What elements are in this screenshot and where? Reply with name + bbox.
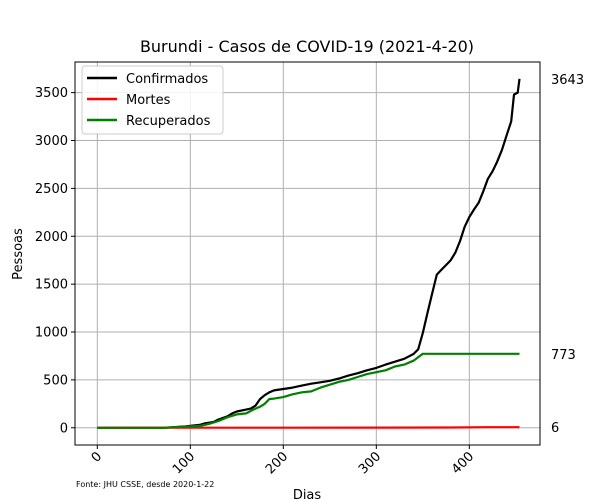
chart-title: Burundi - Casos de COVID-19 (2021-4-20) (140, 37, 474, 56)
y-ticks: 0 500 1000 1500 2000 2500 3000 3500 (35, 86, 75, 436)
y-tick-label: 1500 (35, 278, 68, 293)
y-tick-label: 3500 (35, 86, 68, 101)
x-tick-label: 100 (170, 449, 198, 477)
x-tick-label: 400 (449, 449, 477, 477)
end-label-mortes: 6 (551, 421, 559, 436)
end-label-confirmados: 3643 (551, 73, 584, 88)
y-tick-label: 2000 (35, 230, 68, 245)
legend-box (81, 65, 224, 135)
series-lines (97, 78, 521, 429)
y-tick-label: 0 (60, 421, 68, 436)
x-tick-label: 300 (356, 449, 384, 477)
x-axis-label: Dias (293, 488, 322, 500)
x-tick-label: 200 (263, 449, 291, 477)
legend: Confirmados Mortes Recuperados (81, 65, 224, 135)
y-tick-label: 3000 (35, 134, 68, 149)
end-value-labels: 3643 6 773 (551, 73, 584, 436)
x-tick-label: 0 (89, 449, 105, 465)
legend-label-mortes: Mortes (126, 93, 171, 108)
plot-frame (74, 61, 541, 446)
series-line-mortes (97, 426, 520, 429)
end-label-recuperados: 773 (551, 348, 576, 363)
y-axis-label: Pessoas (11, 228, 26, 280)
legend-label-confirmados: Confirmados (126, 72, 208, 87)
y-tick-label: 500 (43, 373, 68, 388)
series-line-recuperados (97, 352, 520, 429)
x-ticks: 0 100 200 300 400 (89, 445, 477, 477)
source-note: Fonte: JHU CSSE, desde 2020-1-22 (76, 480, 214, 489)
y-tick-label: 2500 (35, 182, 68, 197)
series-line-confirmados (97, 78, 521, 429)
y-tick-label: 1000 (35, 326, 68, 341)
legend-label-recuperados: Recuperados (126, 114, 211, 129)
